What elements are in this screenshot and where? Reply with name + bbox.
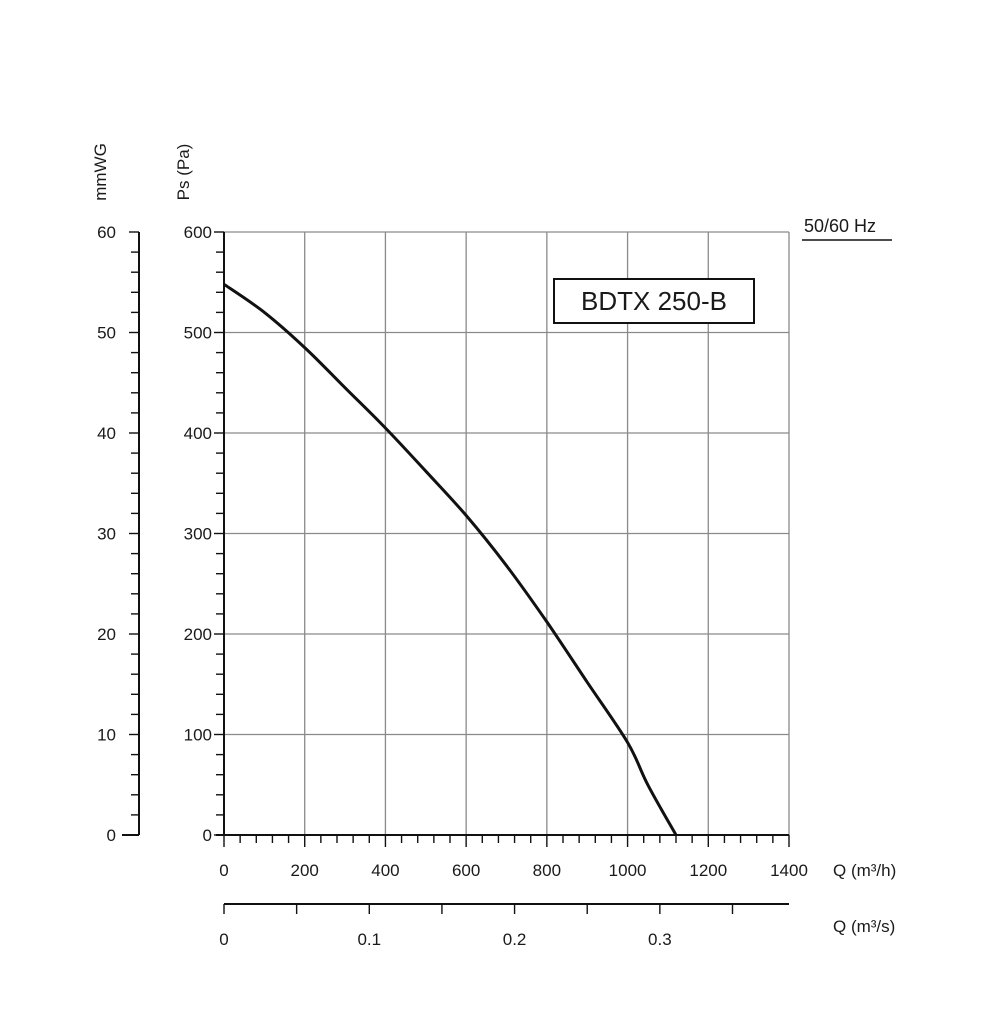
y-tick-label: 300: [184, 525, 212, 544]
mmwg-tick-label: 60: [97, 223, 116, 242]
x-tick-label: 400: [371, 861, 399, 880]
model-label-box: [553, 278, 755, 324]
grid: [223, 231, 790, 836]
x-tick-label: 600: [452, 861, 480, 880]
m3s-axis-title: Q (m³/s): [833, 917, 895, 936]
mmwg-tick-label: 50: [97, 324, 116, 343]
y-tick-label: 100: [184, 726, 212, 745]
x-tick-label: 1400: [770, 861, 808, 880]
x-tick-label: 800: [533, 861, 561, 880]
x-axis-title: Q (m³/h): [833, 861, 896, 880]
m3s-tick-label: 0.2: [503, 930, 527, 949]
model-label: BDTX 250-B: [581, 286, 727, 316]
x-tick-label: 200: [291, 861, 319, 880]
mmwg-tick-label: 20: [97, 625, 116, 644]
y-tick-label: 600: [184, 223, 212, 242]
mmwg-tick-label: 30: [97, 525, 116, 544]
y-tick-label: 0: [203, 826, 212, 845]
x-tick-label: 1000: [609, 861, 647, 880]
mmwg-tick-label: 40: [97, 424, 116, 443]
mmwg-tick-label: 0: [107, 826, 116, 845]
series: [223, 283, 678, 836]
y-tick-label: 500: [184, 324, 212, 343]
y-axis-title: Ps (Pa): [174, 144, 193, 201]
mmwg-tick-label: 10: [97, 726, 116, 745]
m3s-tick-label: 0.1: [357, 930, 381, 949]
y-tick-label: 200: [184, 625, 212, 644]
x-tick-label: 0: [219, 861, 228, 880]
performance-curve: [223, 283, 678, 836]
axes: [122, 231, 790, 914]
m3s-tick-label: 0: [219, 930, 228, 949]
frequency-label: 50/60 Hz: [804, 216, 876, 236]
m3s-tick-label: 0.3: [648, 930, 672, 949]
y-tick-label: 400: [184, 424, 212, 443]
x-tick-label: 1200: [689, 861, 727, 880]
annotations: 50/60 Hz BDTX 250-B: [553, 216, 892, 324]
mmwg-axis-title: mmWG: [91, 143, 110, 201]
